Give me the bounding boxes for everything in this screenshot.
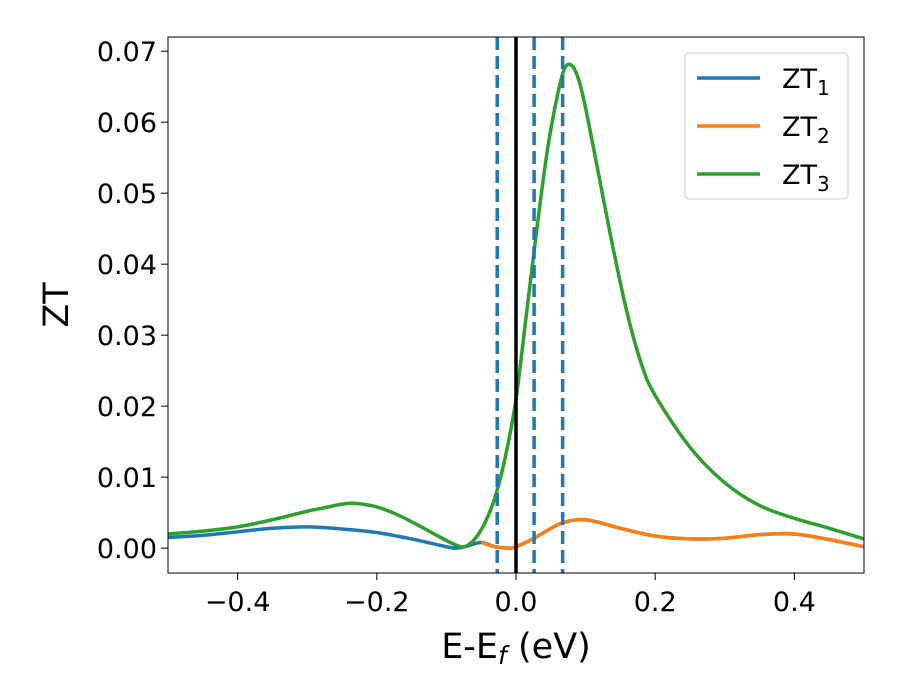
y-axis: 0.00 0.01 0.02 0.03 0.04 0.05 0.06 0.07 — [97, 37, 168, 565]
x-tick-label: −0.4 — [205, 587, 271, 618]
y-tick-label: 0.04 — [97, 250, 157, 281]
legend-label-zt1: ZT1 — [782, 64, 830, 100]
legend-frame — [684, 52, 849, 200]
x-axis-title-unit: (eV) — [518, 627, 591, 667]
y-tick-label: 0.03 — [97, 321, 157, 352]
x-axis-title: E-Ef (eV) — [441, 627, 591, 670]
legend: ZT1 ZT2 ZT3 — [684, 52, 849, 200]
y-tick-label: 0.06 — [97, 108, 157, 139]
y-tick-label: 0.01 — [97, 463, 157, 494]
vertical-line-layer — [495, 37, 565, 573]
y-tick-label: 0.07 — [97, 37, 157, 68]
x-tick-label: −0.2 — [344, 587, 410, 618]
y-tick-label: 0.02 — [97, 392, 157, 423]
x-axis-title-main: E-E — [441, 627, 498, 667]
legend-label-zt3: ZT3 — [782, 160, 830, 196]
x-axis: −0.4 −0.2 0.0 0.2 0.4 — [205, 573, 816, 618]
legend-label-zt2: ZT2 — [782, 112, 830, 148]
y-tick-label: 0.05 — [97, 179, 157, 210]
x-tick-label: 0.2 — [634, 587, 677, 618]
x-tick-label: 0.4 — [773, 587, 816, 618]
series-line-zt3 — [168, 62, 864, 549]
x-axis-title-unit-spacer — [507, 627, 518, 667]
x-tick-label: 0.0 — [495, 587, 538, 618]
y-tick-label: 0.00 — [97, 534, 157, 565]
y-axis-title: ZT — [37, 282, 77, 328]
